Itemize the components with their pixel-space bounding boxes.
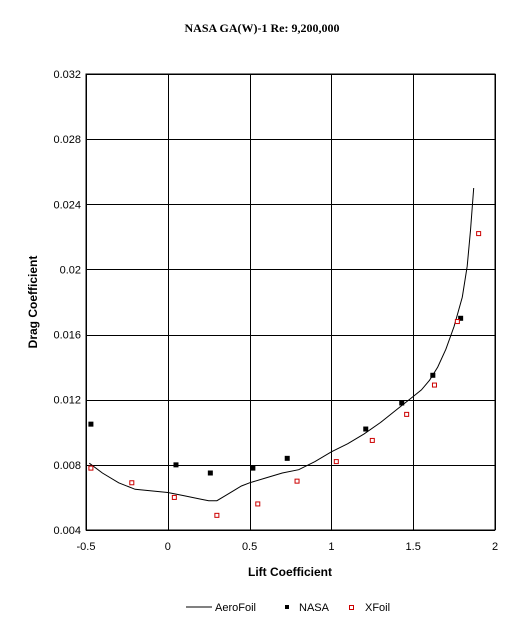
xfoil-point	[129, 480, 135, 486]
xfoil-point	[333, 459, 339, 465]
x-tick-label: 1.5	[406, 541, 421, 553]
y-tick-label: 0.012	[53, 395, 81, 407]
legend-nasa-label: NASA	[299, 602, 330, 614]
xfoil-point	[255, 501, 261, 507]
x-tick-label: 2	[492, 541, 498, 553]
xfoil-point	[476, 231, 482, 237]
xfoil-point	[404, 411, 410, 417]
y-tick-label: 0.028	[53, 134, 81, 146]
series-layer	[88, 187, 482, 518]
y-axis-title: Drag Coefficient	[26, 256, 40, 349]
xfoil-point	[214, 512, 220, 518]
legend-nasa-swatch	[285, 605, 289, 609]
x-tick-label: 0.5	[242, 541, 257, 553]
x-axis-title: Lift Coefficient	[248, 565, 332, 579]
legend-xfoil-label: XFoil	[365, 602, 390, 614]
y-tick-label: 0.016	[53, 330, 81, 342]
y-tick-label: 0.004	[53, 525, 81, 537]
legend-aerofoil-label: AeroFoil	[215, 602, 256, 614]
y-tick-labels: 0.004 0.008 0.012 0.016 0.02 0.024 0.028 0.032	[53, 69, 81, 537]
xfoil-point	[369, 437, 375, 443]
legend-xfoil-swatch	[349, 605, 354, 610]
plot-area	[85, 73, 496, 531]
nasa-point	[399, 400, 405, 406]
nasa-point	[363, 426, 369, 432]
x-tick-label: 1	[328, 541, 334, 553]
nasa-point	[88, 421, 94, 427]
nasa-point	[430, 372, 436, 378]
legend: AeroFoil NASA XFoil	[186, 602, 390, 614]
chart-title: NASA GA(W)-1 Re: 9,200,000	[185, 21, 340, 35]
y-tick-label: 0.032	[53, 69, 81, 81]
x-tick-label: -0.5	[77, 541, 96, 553]
grid	[86, 74, 496, 531]
y-tick-label: 0.024	[53, 199, 81, 211]
xfoil-point	[294, 478, 300, 484]
nasa-point	[173, 462, 179, 468]
xfoil-point	[171, 494, 177, 500]
xfoil-point	[88, 465, 94, 471]
x-tick-labels: -0.5 0 0.5 1 1.5 2	[77, 541, 499, 553]
xfoil-point	[431, 382, 437, 388]
xfoil-point	[454, 319, 460, 325]
aerofoil-line	[89, 187, 475, 502]
nasa-point	[284, 455, 290, 461]
y-tick-label: 0.008	[53, 460, 81, 472]
x-tick-label: 0	[165, 541, 171, 553]
nasa-point	[207, 470, 213, 476]
nasa-point	[250, 465, 256, 471]
nasa-point	[458, 315, 464, 321]
y-tick-label: 0.02	[60, 264, 81, 276]
